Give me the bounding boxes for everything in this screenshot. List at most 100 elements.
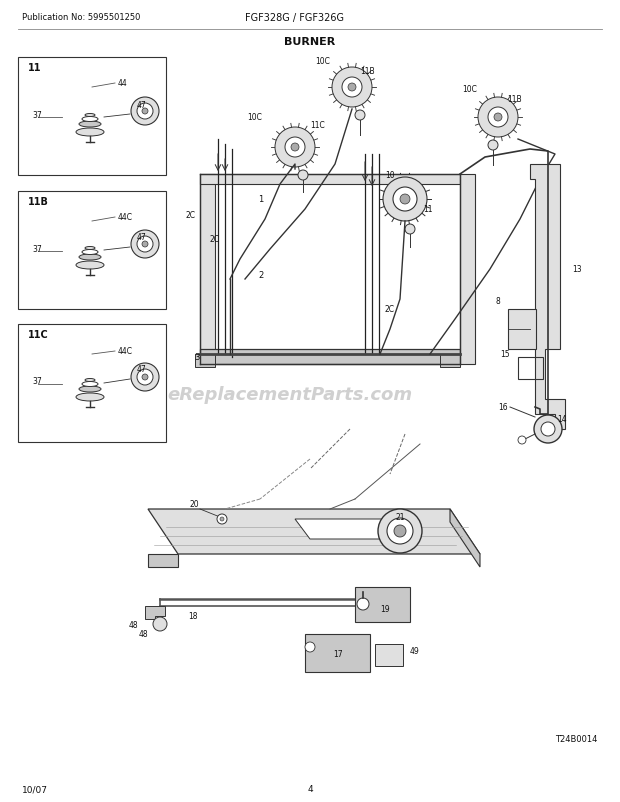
Circle shape: [142, 109, 148, 115]
Circle shape: [153, 618, 167, 631]
Circle shape: [131, 363, 159, 391]
Text: 10C: 10C: [316, 58, 330, 67]
Text: 13: 13: [572, 265, 582, 274]
Text: 3: 3: [195, 353, 200, 362]
Text: 19: 19: [380, 605, 389, 614]
Bar: [18, 325, 166, 443]
Text: 18: 18: [188, 612, 198, 621]
Circle shape: [357, 598, 369, 610]
Circle shape: [348, 84, 356, 92]
Ellipse shape: [79, 255, 101, 261]
Circle shape: [305, 642, 315, 652]
Text: 2C: 2C: [186, 210, 196, 219]
Polygon shape: [440, 354, 460, 367]
Bar: [508, 310, 536, 350]
Polygon shape: [450, 509, 480, 567]
Circle shape: [518, 436, 526, 444]
Text: 11: 11: [28, 63, 42, 73]
Circle shape: [383, 178, 427, 221]
Circle shape: [405, 225, 415, 235]
Text: 1: 1: [258, 195, 264, 205]
Circle shape: [494, 114, 502, 122]
Circle shape: [534, 415, 562, 444]
Polygon shape: [195, 354, 215, 367]
Circle shape: [332, 68, 372, 107]
Bar: [518, 358, 543, 379]
Text: 11: 11: [423, 205, 433, 214]
Circle shape: [137, 370, 153, 386]
Ellipse shape: [82, 250, 98, 255]
Circle shape: [342, 78, 362, 98]
Circle shape: [488, 107, 508, 128]
Text: 37: 37: [32, 111, 42, 119]
Text: 16: 16: [498, 403, 508, 412]
Circle shape: [394, 525, 406, 537]
Text: 2C: 2C: [385, 305, 395, 314]
Text: 47: 47: [137, 233, 147, 242]
Text: 48: 48: [128, 621, 138, 630]
Text: 15: 15: [500, 350, 510, 359]
Text: 44C: 44C: [118, 213, 133, 222]
Text: 21: 21: [396, 512, 405, 522]
Circle shape: [355, 111, 365, 121]
Circle shape: [285, 138, 305, 158]
Text: 48: 48: [138, 630, 148, 638]
Circle shape: [275, 128, 315, 168]
Circle shape: [393, 188, 417, 212]
Polygon shape: [530, 164, 565, 429]
Circle shape: [291, 144, 299, 152]
Polygon shape: [145, 606, 165, 619]
Circle shape: [298, 171, 308, 180]
Text: 44: 44: [118, 79, 128, 88]
Circle shape: [378, 509, 422, 553]
Polygon shape: [200, 350, 460, 365]
Bar: [305, 634, 370, 672]
Text: T24B0014: T24B0014: [555, 735, 598, 743]
Circle shape: [217, 514, 227, 525]
Text: FGF328G / FGF326G: FGF328G / FGF326G: [246, 13, 345, 23]
Ellipse shape: [79, 122, 101, 128]
Ellipse shape: [85, 115, 95, 117]
Text: 10C: 10C: [463, 85, 477, 95]
Text: 11B: 11B: [28, 196, 49, 207]
Ellipse shape: [85, 247, 95, 250]
Text: 2C: 2C: [210, 235, 220, 244]
Text: 17: 17: [333, 650, 343, 658]
Polygon shape: [460, 175, 475, 365]
Text: 14: 14: [557, 415, 567, 424]
Circle shape: [220, 517, 224, 521]
Circle shape: [400, 195, 410, 205]
Text: 47: 47: [137, 365, 147, 374]
Polygon shape: [295, 520, 405, 539]
Text: 11C: 11C: [28, 330, 49, 339]
Text: 44C: 44C: [118, 347, 133, 356]
Text: 37: 37: [32, 244, 42, 253]
Text: eReplacementParts.com: eReplacementParts.com: [167, 386, 412, 403]
Text: Publication No: 5995501250: Publication No: 5995501250: [22, 14, 140, 22]
Polygon shape: [148, 509, 480, 554]
Text: 8: 8: [495, 297, 500, 306]
Text: BURNER: BURNER: [285, 37, 335, 47]
Polygon shape: [148, 554, 178, 567]
Text: 49: 49: [410, 646, 420, 656]
Ellipse shape: [79, 387, 101, 392]
Circle shape: [142, 375, 148, 380]
Circle shape: [137, 237, 153, 253]
Text: 10/07: 10/07: [22, 784, 48, 793]
Ellipse shape: [76, 129, 104, 137]
Polygon shape: [200, 175, 215, 359]
Circle shape: [142, 241, 148, 248]
Bar: [355, 587, 410, 622]
Text: 47: 47: [137, 100, 147, 109]
Circle shape: [541, 423, 555, 436]
Text: 11B: 11B: [361, 67, 375, 76]
Circle shape: [131, 98, 159, 126]
Ellipse shape: [76, 394, 104, 402]
Circle shape: [478, 98, 518, 138]
Circle shape: [488, 141, 498, 151]
Text: 2: 2: [258, 270, 264, 279]
Text: 37: 37: [32, 377, 42, 386]
Text: 20: 20: [190, 500, 200, 508]
Ellipse shape: [85, 379, 95, 382]
Circle shape: [131, 231, 159, 259]
